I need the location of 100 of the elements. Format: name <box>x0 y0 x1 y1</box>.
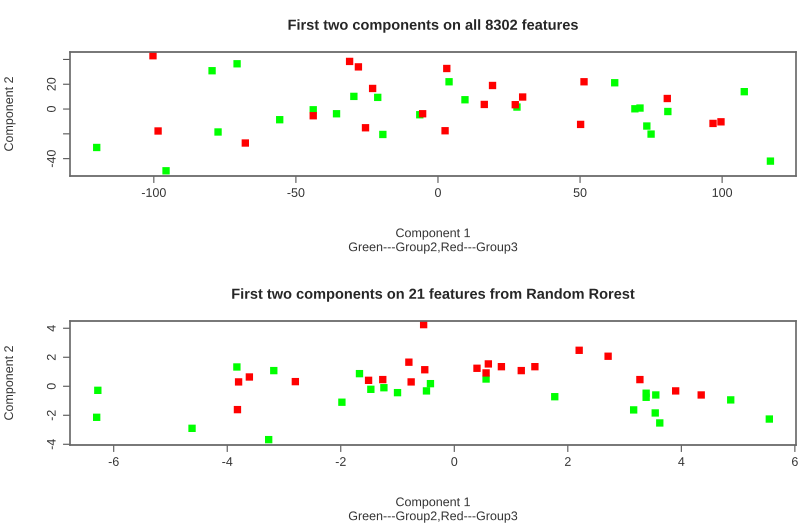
point <box>512 101 519 108</box>
point <box>443 64 450 72</box>
y-tick-label: 4 <box>47 325 56 332</box>
point <box>93 144 100 152</box>
point <box>551 393 558 400</box>
point <box>482 369 490 377</box>
point <box>652 409 659 417</box>
y-tick-label: 0 <box>46 106 56 112</box>
point <box>368 84 376 92</box>
x-tick-label: -100 <box>142 188 166 197</box>
x-tick-label: 2 <box>564 457 571 466</box>
point <box>379 130 387 138</box>
point <box>94 386 102 394</box>
chart-title: First two components on all 8302 features <box>288 19 578 33</box>
x-tick-label: 4 <box>678 457 684 466</box>
point <box>766 415 773 423</box>
x-tick-label: 0 <box>434 188 441 197</box>
point <box>727 396 734 404</box>
text: Green---Group2,Red---Group3 <box>348 511 518 523</box>
point <box>580 78 588 86</box>
point <box>643 122 650 130</box>
point <box>740 88 748 96</box>
point <box>380 384 388 392</box>
y-tick-label: -40 <box>46 150 56 168</box>
point <box>421 366 428 374</box>
point <box>354 63 362 71</box>
x-tick-label: -50 <box>287 188 304 197</box>
point <box>636 376 644 384</box>
point <box>531 363 539 370</box>
point <box>709 120 717 128</box>
point <box>367 386 375 393</box>
point <box>647 130 655 138</box>
y-tick-label: 0 <box>46 383 56 390</box>
x-axis-title: Component 1 <box>396 228 470 240</box>
y-tick-label: 2 <box>46 354 56 360</box>
point <box>234 406 242 414</box>
x-tick-label: -6 <box>108 457 119 466</box>
point <box>374 94 382 102</box>
x-tick-label: 50 <box>574 188 587 197</box>
chart-title: First two components on 21 features from Random Rorest <box>232 288 635 302</box>
point <box>576 120 584 128</box>
point <box>656 419 664 427</box>
point <box>652 391 660 399</box>
point <box>162 167 170 174</box>
point <box>672 387 680 395</box>
point <box>630 406 638 414</box>
point <box>332 110 340 118</box>
point <box>766 157 774 165</box>
point <box>264 436 272 444</box>
point <box>276 116 284 124</box>
point <box>233 60 241 68</box>
point <box>405 358 413 366</box>
y-axis-title: Component 2 <box>4 346 16 420</box>
point <box>356 370 364 378</box>
point <box>292 378 300 386</box>
point <box>346 58 354 66</box>
point <box>188 424 196 432</box>
point <box>379 376 386 384</box>
point <box>518 93 526 101</box>
point <box>611 79 618 86</box>
point <box>664 108 672 116</box>
point <box>642 394 650 401</box>
point <box>208 67 216 74</box>
point <box>480 100 488 108</box>
point <box>498 363 506 370</box>
point <box>698 391 705 399</box>
y-axis-title: Component 2 <box>4 77 16 151</box>
point <box>717 118 725 126</box>
point <box>246 373 254 381</box>
x-tick-label: 100 <box>712 188 732 197</box>
point <box>233 363 241 371</box>
point <box>154 127 162 135</box>
point <box>407 378 415 386</box>
point <box>488 82 496 90</box>
point <box>426 380 434 388</box>
point <box>518 366 525 374</box>
point <box>214 128 222 136</box>
y-tick-label: 20 <box>46 78 56 91</box>
point <box>636 104 644 112</box>
point <box>93 414 100 421</box>
point <box>420 321 428 328</box>
x-tick-label: 6 <box>792 457 798 466</box>
x-tick-label: 0 <box>451 457 458 466</box>
point <box>575 346 583 354</box>
point <box>362 124 370 132</box>
point <box>270 366 278 374</box>
point <box>441 127 449 134</box>
point <box>310 112 317 120</box>
point <box>604 352 612 360</box>
point <box>364 376 372 384</box>
point <box>664 94 671 102</box>
text: Green---Group2,Red---Group3 <box>348 242 518 254</box>
point <box>445 78 453 86</box>
point <box>418 110 426 118</box>
point <box>422 387 430 395</box>
point <box>461 96 469 104</box>
x-axis-title: Component 1 <box>396 497 470 509</box>
x-tick-label: -4 <box>222 457 232 466</box>
point <box>338 398 346 406</box>
point <box>484 360 492 368</box>
